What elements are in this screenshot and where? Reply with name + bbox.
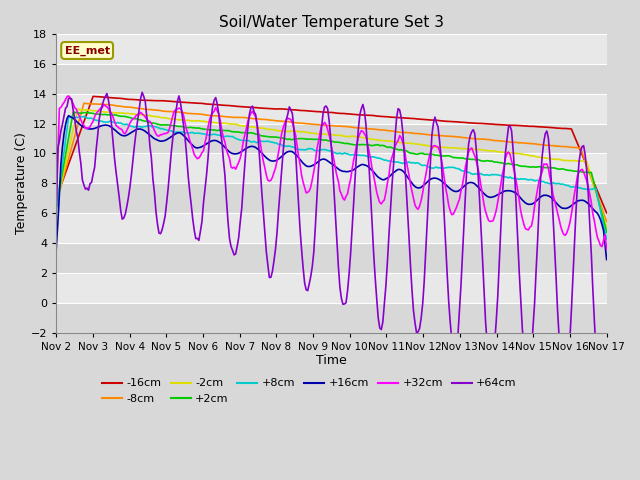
-16cm <box>122 96 129 102</box>
+2cm <box>603 229 611 235</box>
Line: +32cm: +32cm <box>56 96 607 249</box>
+8cm <box>218 133 226 139</box>
+8cm <box>294 146 302 152</box>
+8cm <box>80 113 88 119</box>
Text: EE_met: EE_met <box>65 46 109 56</box>
Line: -8cm: -8cm <box>56 103 607 222</box>
-8cm <box>80 100 88 106</box>
Bar <box>56 123 607 154</box>
+2cm <box>236 130 244 135</box>
-8cm <box>122 104 129 110</box>
+16cm <box>246 144 253 150</box>
Line: +16cm: +16cm <box>56 116 607 260</box>
+32cm <box>236 156 244 161</box>
-16cm <box>573 141 581 146</box>
-2cm <box>74 107 82 112</box>
+64cm <box>120 215 127 221</box>
-2cm <box>218 120 226 126</box>
+8cm <box>573 184 581 190</box>
-2cm <box>573 158 581 164</box>
Y-axis label: Temperature (C): Temperature (C) <box>15 132 28 234</box>
-2cm <box>246 124 253 130</box>
Legend: -16cm, -8cm, -2cm, +2cm, +8cm, +16cm, +32cm, +64cm: -16cm, -8cm, -2cm, +2cm, +8cm, +16cm, +3… <box>98 374 521 408</box>
+8cm <box>52 207 60 213</box>
+16cm <box>573 198 581 204</box>
-2cm <box>122 110 129 116</box>
+32cm <box>246 114 253 120</box>
Bar <box>56 243 607 273</box>
+16cm <box>65 113 72 119</box>
-16cm <box>236 104 244 109</box>
-8cm <box>603 219 611 225</box>
+8cm <box>246 138 253 144</box>
+16cm <box>122 133 129 139</box>
-2cm <box>294 129 302 134</box>
Bar <box>56 303 607 333</box>
+32cm <box>294 153 302 159</box>
+64cm <box>218 138 226 144</box>
+32cm <box>603 246 611 252</box>
+32cm <box>573 173 581 179</box>
+64cm <box>603 338 611 344</box>
+32cm <box>218 128 226 133</box>
-2cm <box>236 123 244 129</box>
-16cm <box>246 104 253 110</box>
+64cm <box>236 219 244 225</box>
-16cm <box>89 94 97 99</box>
-16cm <box>294 108 302 113</box>
+2cm <box>69 109 77 115</box>
-2cm <box>603 224 611 230</box>
+64cm <box>596 395 604 401</box>
-8cm <box>573 145 581 151</box>
-16cm <box>52 195 60 201</box>
+8cm <box>603 236 611 242</box>
+16cm <box>603 257 611 263</box>
-2cm <box>52 203 60 208</box>
Line: +8cm: +8cm <box>56 116 607 239</box>
+2cm <box>573 168 581 174</box>
-16cm <box>218 102 226 108</box>
+2cm <box>294 136 302 142</box>
+32cm <box>122 131 129 136</box>
+16cm <box>218 141 226 147</box>
+2cm <box>218 127 226 133</box>
Bar <box>56 64 607 94</box>
X-axis label: Time: Time <box>316 354 347 368</box>
+64cm <box>573 181 581 187</box>
+64cm <box>294 200 302 205</box>
+16cm <box>52 245 60 251</box>
+32cm <box>52 204 60 210</box>
Line: +64cm: +64cm <box>56 92 607 398</box>
-8cm <box>294 120 302 126</box>
+16cm <box>294 155 302 160</box>
+64cm <box>246 111 253 117</box>
+8cm <box>236 137 244 143</box>
+8cm <box>122 121 129 127</box>
+2cm <box>52 204 60 210</box>
-8cm <box>246 115 253 121</box>
-8cm <box>236 115 244 120</box>
Line: -16cm: -16cm <box>56 96 607 213</box>
-8cm <box>218 113 226 119</box>
Line: +2cm: +2cm <box>56 112 607 232</box>
+2cm <box>122 114 129 120</box>
-16cm <box>603 210 611 216</box>
Line: -2cm: -2cm <box>56 109 607 227</box>
Bar <box>56 183 607 213</box>
+2cm <box>246 130 253 136</box>
+32cm <box>65 93 72 99</box>
+16cm <box>236 149 244 155</box>
+64cm <box>52 203 60 208</box>
Title: Soil/Water Temperature Set 3: Soil/Water Temperature Set 3 <box>219 15 444 30</box>
+64cm <box>138 89 146 95</box>
-8cm <box>52 200 60 205</box>
